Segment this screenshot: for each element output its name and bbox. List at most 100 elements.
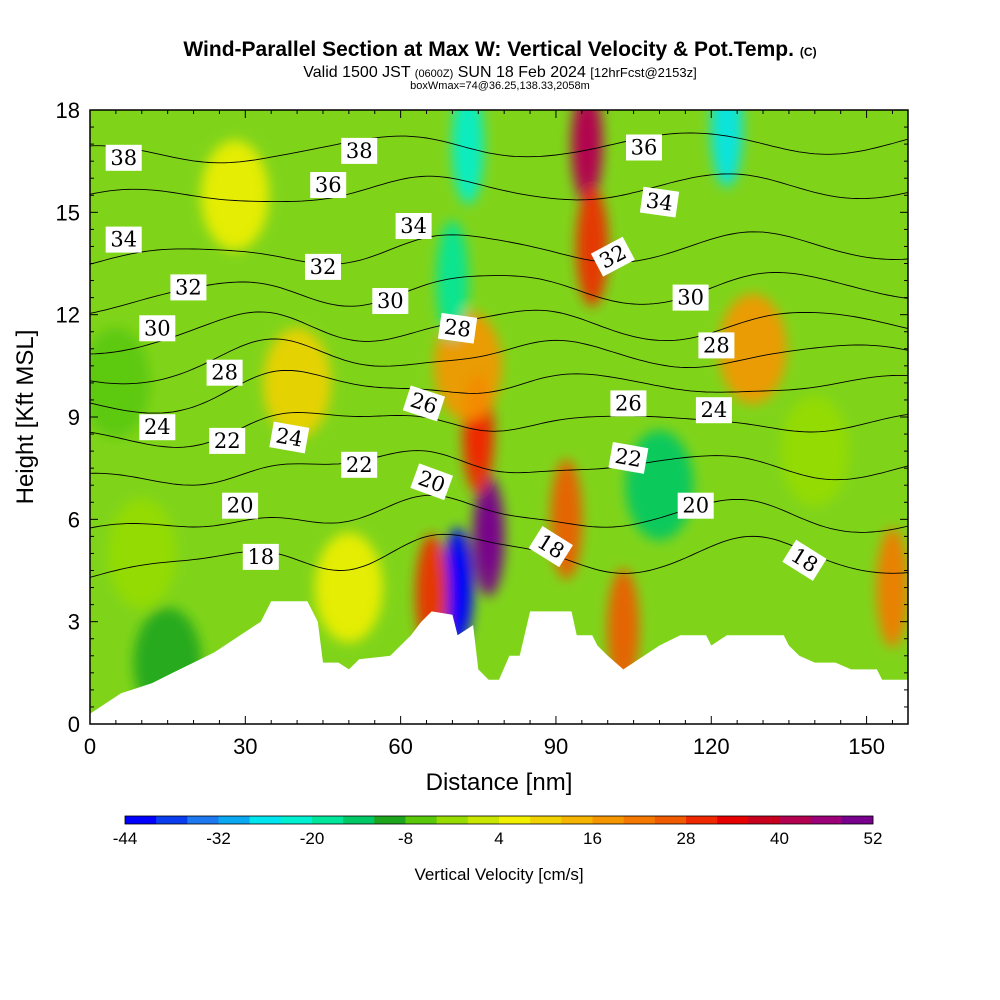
colorbar-swatch [748,816,780,824]
contour-label-text: 34 [110,228,137,252]
contour-label: 32 [305,253,341,280]
contour-label-text: 30 [377,289,404,313]
contour-label-bg [410,463,454,501]
colorbar-swatch [405,816,437,824]
contour-label-bg [528,526,573,568]
theta-contour-22 [90,450,908,486]
colorbar-tick-label: -32 [206,829,231,848]
x-axis-label: Distance [nm] [426,769,573,796]
w-feature-5 [451,110,484,205]
colorbar-tick-label: 4 [494,829,503,848]
contour-label-bg [105,226,142,253]
contour-label-bg [395,213,432,239]
theta-contour-20 [90,494,908,533]
w-feature-9 [607,568,640,689]
colorbar-swatch [779,816,811,824]
contour-label: 38 [341,137,378,164]
theta-contour-26 [90,369,908,414]
contour-label: 26 [402,385,446,422]
contour-label-bg [698,332,735,359]
contour-label-text: 34 [645,188,675,215]
contour-label-text: 28 [211,361,238,385]
colorbar-swatch [592,816,624,824]
contour-label-text: 24 [274,423,304,451]
y-axis-label: Height [Kft MSL] [12,330,39,505]
w-feature-10 [718,293,787,404]
contour-label: 32 [170,274,207,301]
contour-label-bg [372,288,409,314]
colorbar-swatch [561,816,593,824]
contour-label: 26 [610,390,647,417]
colorbar-swatch [343,816,375,824]
x-tick-label: 30 [233,734,257,759]
theta-contour-34 [90,231,908,265]
colorbar-swatch [654,816,687,824]
contour-label-text: 30 [677,286,704,310]
w-feature-15 [263,327,332,438]
w-feature-16 [200,140,269,251]
colorbar-tick-label: -20 [300,829,325,848]
y-tick-label: 0 [68,712,80,737]
contour-label-text: 32 [175,275,202,299]
contour-label-bg [341,451,378,478]
contour-label-bg [105,144,142,171]
colorbar-tick-label: 40 [770,829,789,848]
contour-label-text: 38 [346,139,373,163]
colorbar-swatch [499,816,531,824]
contour-label-bg [608,441,649,474]
contour-label-text: 22 [613,444,643,472]
colorbar-swatch [187,816,219,824]
w-feature-11 [710,110,743,188]
contour-label-text: 30 [144,316,171,340]
contour-label: 20 [222,492,259,519]
contour-label-bg [242,543,279,570]
contour-label-text: 28 [443,315,473,342]
theta-contour-36 [90,173,908,203]
contour-label: 30 [139,315,176,342]
contour-label-text: 28 [703,333,730,357]
theta-contour-38 [90,132,908,164]
contour-label: 24 [269,421,310,454]
contour-label-bg [672,284,709,311]
colorbar-swatch [810,816,843,824]
colorbar-tick-label: 28 [677,829,696,848]
colorbar-tick-label: -8 [398,829,413,848]
colorbar-tick-label: 16 [583,829,602,848]
colorbar-swatch [156,816,188,824]
contour-label-bg [639,186,680,218]
contour-label-bg [170,274,207,301]
contour-label: 34 [639,186,680,218]
contour-label: 36 [626,134,662,161]
contour-label-bg [222,492,259,519]
contour-label-bg [310,172,347,198]
colorbar-frame [124,815,874,825]
contour-label: 30 [672,284,709,311]
contour-label: 34 [395,213,432,239]
colorbar-swatch [280,816,313,824]
w-feature-18 [107,498,176,609]
contour-label-bg [437,312,478,344]
theta-contour-32 [90,272,908,314]
contour-label-text: 20 [682,494,709,518]
colorbar: -44 -32 -20 -8 4 16 28 40 52 [113,815,882,848]
w-core-6 [579,110,596,183]
contour-label-text: 22 [346,453,373,477]
contour-label-text: 34 [400,214,427,238]
contour-label-text: 26 [615,391,642,415]
contour-label-bg [139,315,176,342]
colorbar-swatch [530,816,562,824]
contour-label-bg [590,236,635,277]
contour-label: 22 [608,441,649,474]
contour-label-text: 22 [214,429,241,453]
w-feature-7 [576,186,609,307]
contour-label: 28 [206,359,243,386]
y-tick-label: 6 [68,507,80,532]
contour-label-bg [305,253,341,280]
w-feature-20 [90,327,150,438]
contour-label-bg [209,427,246,454]
contour-label-bg [402,385,446,422]
theta-contour-30 [90,309,908,355]
w-core-3 [449,549,466,626]
